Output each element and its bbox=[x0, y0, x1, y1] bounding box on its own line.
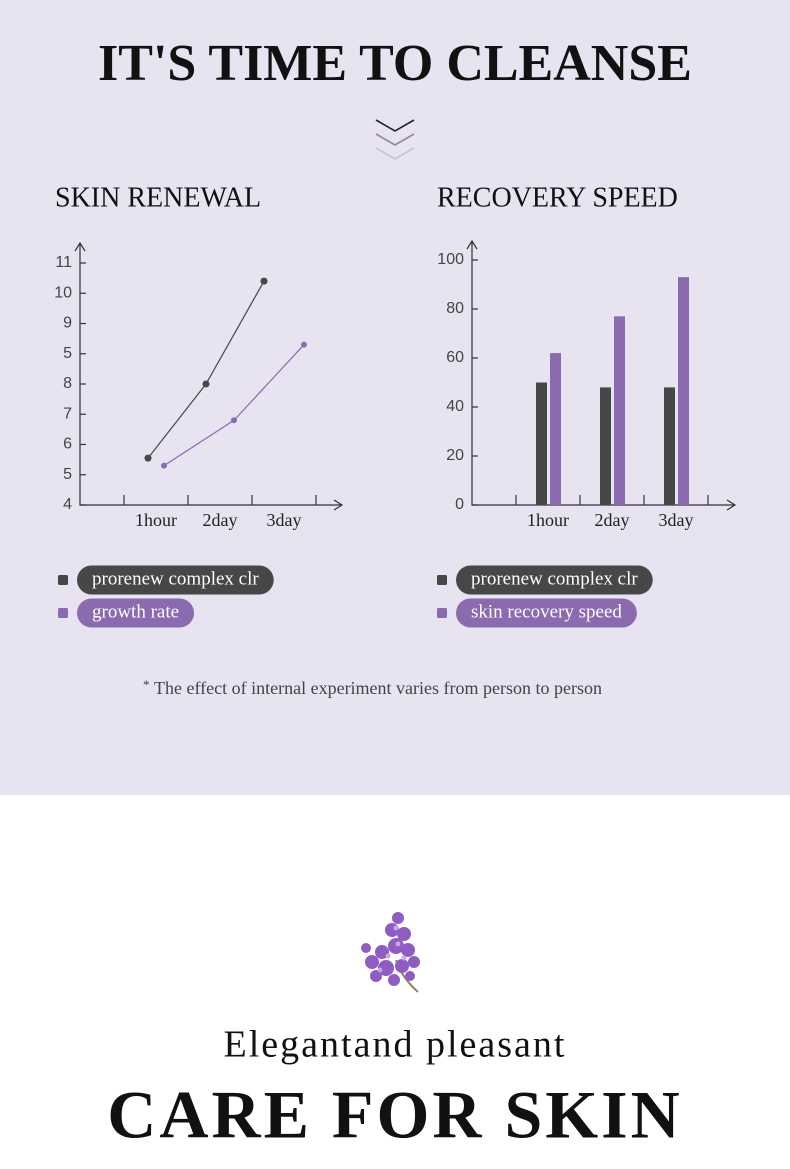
lavender-icon bbox=[361, 912, 420, 993]
footer-title: CARE FOR SKIN bbox=[107, 1077, 683, 1153]
legend-swatch bbox=[437, 608, 447, 618]
footnote-mark: * bbox=[143, 677, 150, 692]
legend-label: prorenew complex clr bbox=[92, 568, 259, 589]
x-tick-label: 1hour bbox=[527, 510, 569, 530]
y-tick-label: 20 bbox=[446, 447, 464, 464]
legend-swatch bbox=[437, 575, 447, 585]
bar bbox=[664, 387, 675, 505]
y-tick-label: 5 bbox=[63, 345, 72, 362]
top-background bbox=[0, 0, 790, 795]
y-tick-label: 5 bbox=[63, 466, 72, 483]
legend-pill bbox=[77, 565, 274, 595]
y-tick-label: 40 bbox=[446, 398, 464, 415]
page-title: IT'S TIME TO CLEANSE bbox=[98, 35, 692, 92]
legend-label: prorenew complex clr bbox=[471, 568, 638, 589]
y-tick-label: 8 bbox=[63, 375, 72, 392]
x-tick-label: 2day bbox=[595, 510, 630, 530]
point bbox=[161, 462, 167, 469]
x-tick-label: 3day bbox=[267, 510, 302, 530]
point bbox=[301, 341, 307, 348]
point bbox=[231, 417, 237, 424]
legend-label: growth rate bbox=[92, 601, 179, 622]
footer-subtitle: Elegantand pleasant bbox=[224, 1024, 567, 1066]
legend-pill bbox=[456, 565, 653, 595]
y-tick-label: 7 bbox=[63, 405, 72, 422]
y-tick-label: 80 bbox=[446, 300, 464, 317]
point bbox=[202, 380, 210, 388]
bar bbox=[678, 277, 689, 505]
bar bbox=[600, 387, 611, 505]
y-tick-label: 6 bbox=[63, 436, 72, 453]
chart-title: SKIN RENEWAL bbox=[55, 182, 261, 213]
legend-label: skin recovery speed bbox=[471, 601, 622, 622]
point bbox=[144, 454, 152, 462]
legend-pill bbox=[456, 598, 637, 628]
chevrons bbox=[375, 119, 415, 160]
legend-swatch bbox=[58, 575, 68, 585]
bar bbox=[550, 353, 561, 505]
chart-title: RECOVERY SPEED bbox=[437, 182, 678, 213]
x-tick-label: 2day bbox=[203, 510, 238, 530]
y-tick-label: 100 bbox=[437, 251, 464, 268]
legend-pill bbox=[77, 598, 195, 628]
y-tick-label: 0 bbox=[455, 496, 464, 513]
y-tick-label: 60 bbox=[446, 349, 464, 366]
footnote: The effect of internal experiment varies… bbox=[154, 678, 602, 698]
y-tick-label: 9 bbox=[63, 315, 72, 332]
bar bbox=[536, 382, 547, 505]
x-tick-label: 3day bbox=[659, 510, 694, 530]
legend-swatch bbox=[58, 608, 68, 618]
bar bbox=[614, 316, 625, 505]
x-tick-label: 1hour bbox=[135, 510, 177, 530]
point bbox=[260, 277, 268, 285]
y-tick-label: 10 bbox=[54, 284, 72, 301]
y-tick-label: 11 bbox=[55, 254, 72, 271]
y-tick-label: 4 bbox=[63, 496, 72, 513]
